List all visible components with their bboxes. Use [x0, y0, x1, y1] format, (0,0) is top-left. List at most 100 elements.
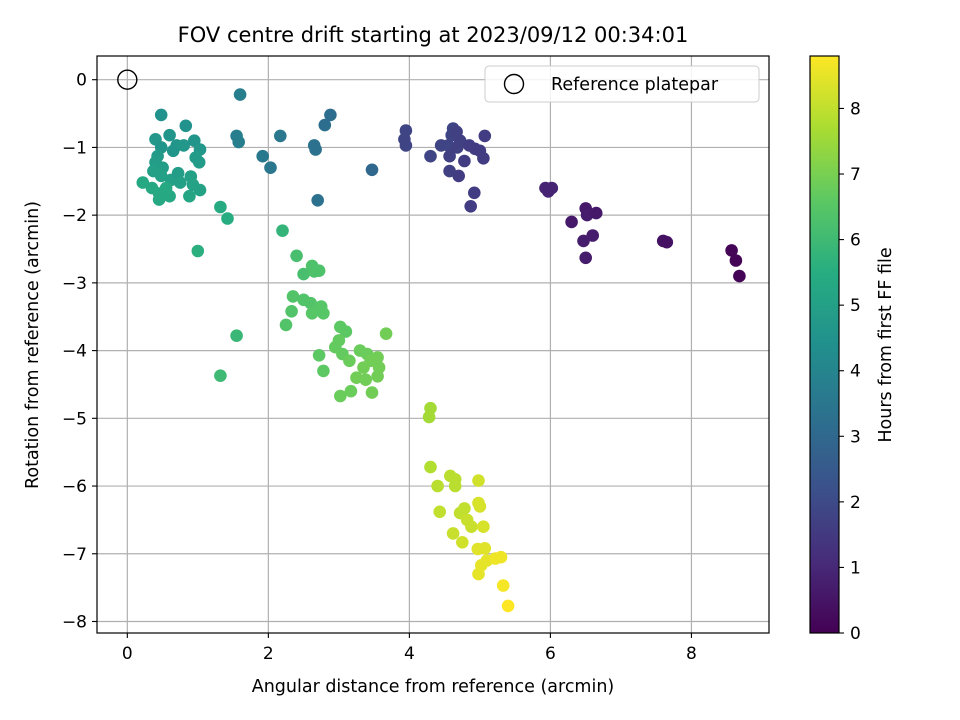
scatter-point — [660, 235, 674, 249]
colorbar-tick-label: 6 — [850, 231, 861, 251]
scatter-point — [472, 567, 485, 581]
scatter-point — [496, 579, 510, 592]
scatter-point — [433, 505, 447, 519]
colorbar-tick-label: 3 — [850, 427, 861, 447]
scatter-point — [285, 305, 298, 318]
legend-box — [484, 65, 760, 103]
scatter-point — [458, 502, 471, 515]
x-tick-label: 6 — [545, 644, 556, 664]
colorbar-tick-label: 2 — [850, 493, 861, 513]
scatter-point — [365, 386, 379, 399]
x-tick-label: 8 — [686, 644, 697, 664]
scatter-point — [163, 128, 176, 142]
scatter-point — [343, 354, 356, 368]
scatter-point — [371, 351, 384, 364]
x-axis-label: Angular distance from reference (arcmin) — [252, 677, 615, 697]
scatter-point — [344, 384, 358, 398]
scatter-point — [334, 389, 347, 403]
scatter-point — [468, 186, 481, 200]
scatter-point — [286, 290, 300, 303]
scatter-point — [446, 527, 460, 540]
x-tick-label: 4 — [404, 644, 415, 664]
scatter-point — [136, 176, 150, 189]
scatter-point — [232, 135, 245, 149]
scatter-point — [312, 349, 326, 362]
scatter-point — [477, 520, 490, 533]
scatter-point — [458, 154, 471, 168]
scatter-point — [339, 325, 353, 338]
scatter-point — [472, 474, 485, 487]
scatter-point — [230, 329, 243, 343]
scatter-point — [589, 206, 603, 220]
scatter-point — [473, 500, 487, 513]
colorbar: 0 1 2 3 4 5 6 7 8 Hours from first FF file — [809, 55, 896, 644]
scatter-point — [192, 156, 206, 169]
x-tick-label: 0 — [122, 644, 133, 664]
scatter-point — [443, 149, 456, 163]
legend-entry-reference: Reference platepar — [551, 75, 719, 95]
scatter-point — [256, 149, 270, 163]
scatter-point — [214, 369, 227, 383]
scatter-point — [311, 194, 325, 207]
y-tick-label: −1 — [62, 138, 87, 158]
plot-area: 0 2 4 6 8 0 −1 −2 −3 −4 −5 −6 −7 −8 — [62, 55, 770, 664]
scatter-point — [399, 139, 413, 152]
scatter-point — [359, 373, 373, 387]
reference-marker-group — [117, 69, 138, 90]
x-axis-ticks: 0 2 4 6 8 — [122, 633, 697, 664]
x-tick-label: 2 — [263, 644, 274, 664]
colorbar-gradient — [810, 56, 839, 633]
colorbar-tick-label: 0 — [850, 624, 861, 644]
scatter-point — [221, 212, 234, 225]
scatter-point — [193, 183, 207, 197]
scatter-point — [448, 479, 462, 493]
scatter-point — [152, 193, 166, 206]
colorbar-ticks: 0 1 2 3 4 5 6 7 8 — [839, 99, 861, 644]
scatter-point — [357, 361, 370, 374]
y-tick-label: −7 — [62, 545, 87, 565]
reference-platepar-marker — [117, 69, 138, 90]
scatter-point — [371, 370, 384, 383]
scatter-point — [274, 129, 287, 143]
y-tick-label: 0 — [76, 71, 87, 91]
scatter-point — [154, 108, 168, 122]
scatter-point — [290, 249, 303, 263]
scatter-point — [501, 599, 515, 613]
scatter-point — [173, 176, 187, 189]
scatter-point — [456, 536, 469, 549]
scatter-point — [379, 327, 393, 341]
scatter-points — [136, 88, 746, 613]
scatter-point — [305, 307, 319, 320]
colorbar-tick-label: 5 — [850, 296, 861, 316]
y-tick-label: −5 — [62, 409, 87, 429]
scatter-point — [264, 161, 277, 174]
scatter-point — [297, 267, 310, 281]
scatter-point — [317, 364, 330, 378]
scatter-point — [177, 139, 190, 152]
y-tick-label: −2 — [62, 206, 87, 226]
scatter-point — [424, 149, 437, 163]
scatter-point — [304, 296, 318, 310]
scatter-point — [586, 229, 599, 242]
scatter-point — [233, 88, 247, 101]
scatter-point — [279, 318, 293, 332]
colorbar-tick-label: 8 — [850, 99, 861, 119]
scatter-point — [179, 119, 193, 133]
scatter-point — [171, 166, 185, 180]
scatter-point — [154, 169, 168, 183]
scatter-point — [477, 152, 490, 165]
colorbar-tick-label: 4 — [850, 362, 861, 382]
scatter-point — [324, 108, 337, 122]
scatter-point — [725, 244, 738, 257]
scatter-point — [214, 200, 227, 214]
legend: Reference platepar — [484, 65, 760, 103]
scatter-point — [478, 129, 492, 143]
scatter-point — [317, 307, 330, 320]
legend-reference-marker — [503, 73, 525, 95]
scatter-point — [465, 520, 478, 533]
scatter-point — [452, 169, 466, 183]
y-tick-label: −3 — [62, 274, 87, 294]
colorbar-tick-label: 7 — [850, 165, 861, 185]
scatter-point — [431, 479, 444, 493]
